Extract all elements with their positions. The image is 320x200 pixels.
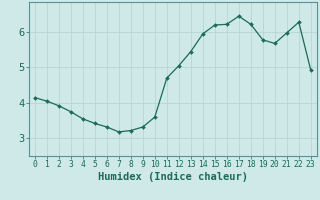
X-axis label: Humidex (Indice chaleur): Humidex (Indice chaleur) — [98, 172, 248, 182]
